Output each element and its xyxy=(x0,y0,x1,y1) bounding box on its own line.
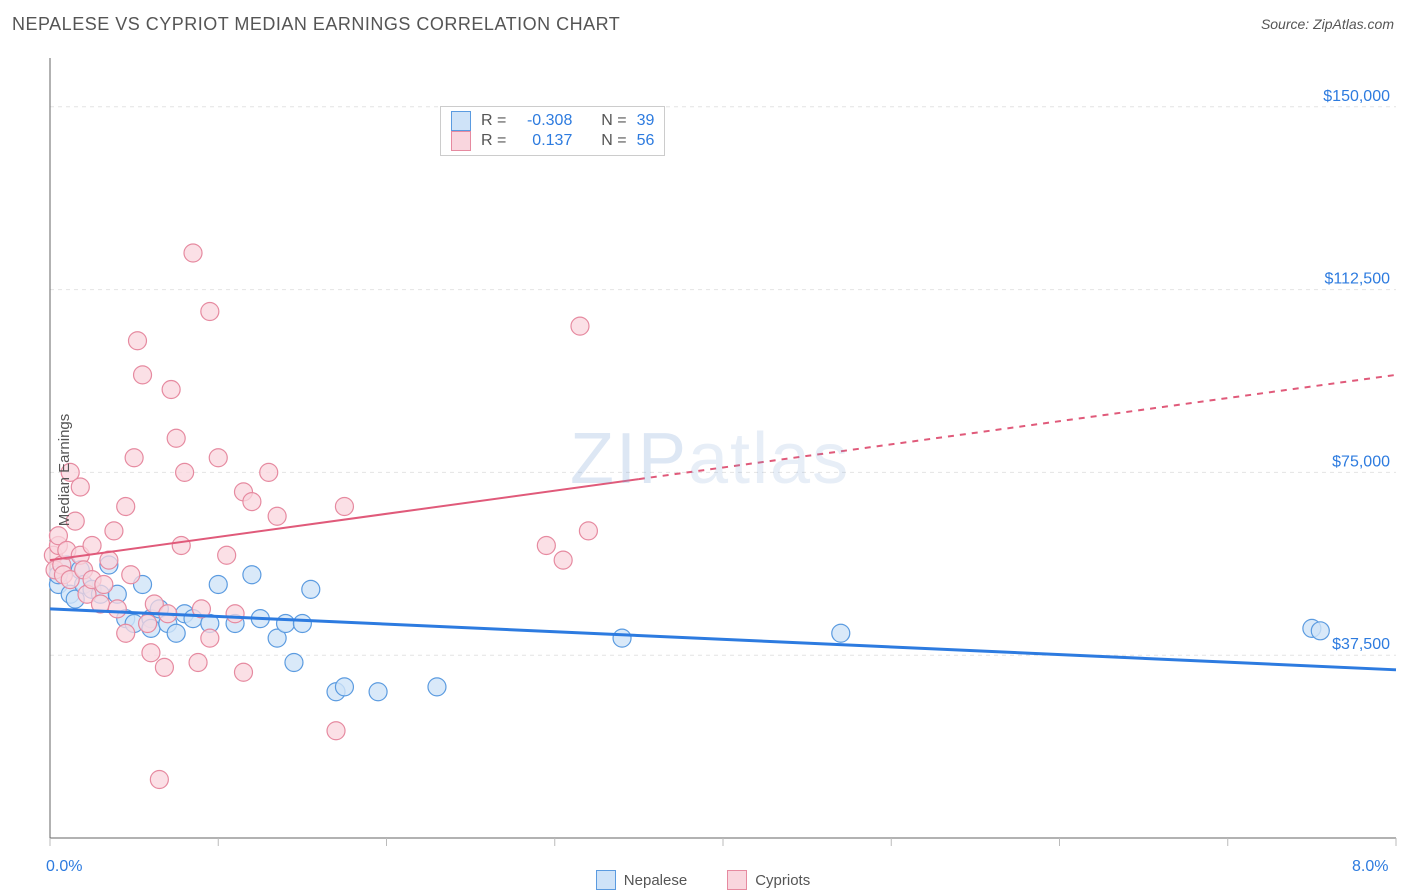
data-point xyxy=(83,537,101,555)
series-swatch xyxy=(451,131,471,151)
data-point xyxy=(201,629,219,647)
data-point xyxy=(71,478,89,496)
data-point xyxy=(428,678,446,696)
legend-item: Cypriots xyxy=(727,870,810,890)
data-point xyxy=(117,498,135,516)
data-point xyxy=(209,576,227,594)
data-point xyxy=(537,537,555,555)
data-point xyxy=(209,449,227,467)
data-point xyxy=(139,615,157,633)
legend-swatch xyxy=(596,870,616,890)
data-point xyxy=(167,624,185,642)
plot-wrap: Median Earnings $37,500 $75,000 $112,500 $1… xyxy=(0,48,1406,892)
stats-row: R = -0.308 N = 39 xyxy=(451,111,654,131)
data-point xyxy=(172,537,190,555)
data-point xyxy=(260,463,278,481)
y-tick-label: $37,500 xyxy=(1332,636,1390,653)
legend-item: Nepalese xyxy=(596,870,687,890)
data-point xyxy=(167,429,185,447)
data-point xyxy=(579,522,597,540)
data-point xyxy=(613,629,631,647)
x-axis-start-label: 0.0% xyxy=(46,858,82,876)
data-point xyxy=(150,771,168,789)
data-point xyxy=(243,566,261,584)
data-point xyxy=(184,244,202,262)
trend-line-projected xyxy=(639,375,1396,479)
data-point xyxy=(125,449,143,467)
stats-row: R = 0.137 N = 56 xyxy=(451,131,654,151)
series-swatch xyxy=(451,111,471,131)
source-label: Source: ZipAtlas.com xyxy=(1261,16,1394,32)
data-point xyxy=(105,522,123,540)
data-point xyxy=(189,654,207,672)
y-tick-label: $75,000 xyxy=(1332,453,1390,470)
data-point xyxy=(128,332,146,350)
data-point xyxy=(142,644,160,662)
data-point xyxy=(134,366,152,384)
data-point xyxy=(122,566,140,584)
legend-label: Cypriots xyxy=(755,872,810,889)
data-point xyxy=(327,722,345,740)
y-tick-label: $112,500 xyxy=(1324,271,1390,288)
data-point xyxy=(335,678,353,696)
data-point xyxy=(218,546,236,564)
data-point xyxy=(234,663,252,681)
legend-label: Nepalese xyxy=(624,872,687,889)
data-point xyxy=(243,493,261,511)
scatter-chart: $37,500 $75,000 $112,500 $150,000 xyxy=(0,48,1406,892)
data-point xyxy=(277,615,295,633)
legend-bottom: Nepalese Cypriots xyxy=(0,870,1406,890)
x-axis-end-label: 8.0% xyxy=(1352,858,1388,876)
data-point xyxy=(95,576,113,594)
data-point xyxy=(335,498,353,516)
chart-title: NEPALESE VS CYPRIOT MEDIAN EARNINGS CORR… xyxy=(12,14,620,35)
stats-legend-box: R = -0.308 N = 39R = 0.137 N = 56 xyxy=(440,106,665,156)
data-point xyxy=(1311,622,1329,640)
y-axis-label: Median Earnings xyxy=(56,414,73,527)
data-point xyxy=(155,658,173,676)
trend-line xyxy=(50,609,1396,670)
data-point xyxy=(176,463,194,481)
y-tick-label: $150,000 xyxy=(1323,88,1390,105)
data-point xyxy=(832,624,850,642)
data-point xyxy=(201,303,219,321)
data-point xyxy=(571,317,589,335)
data-point xyxy=(293,615,311,633)
data-point xyxy=(268,507,286,525)
data-point xyxy=(554,551,572,569)
data-point xyxy=(226,605,244,623)
data-point xyxy=(108,600,126,618)
data-point xyxy=(162,381,180,399)
data-point xyxy=(285,654,303,672)
legend-swatch xyxy=(727,870,747,890)
data-point xyxy=(369,683,387,701)
data-point xyxy=(302,580,320,598)
data-point xyxy=(117,624,135,642)
